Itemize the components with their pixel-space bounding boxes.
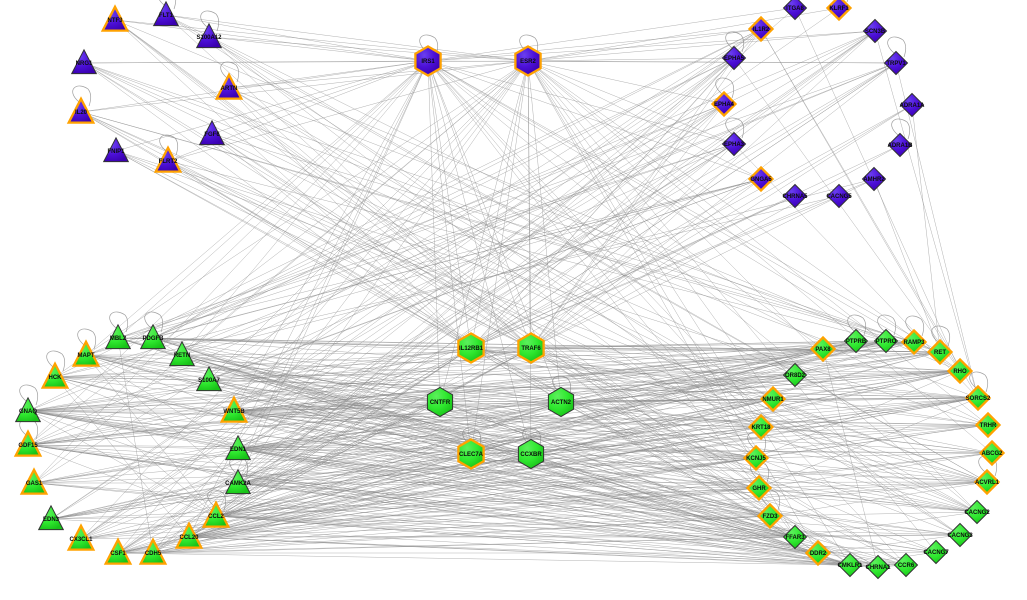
svg-text:NMUR1: NMUR1 [762,397,784,403]
svg-text:CMKLR1: CMKLR1 [838,563,864,569]
svg-text:ESR2: ESR2 [520,59,536,65]
svg-text:CCL20: CCL20 [179,535,199,541]
svg-text:ABCG2: ABCG2 [981,451,1003,457]
svg-text:SORCS2: SORCS2 [966,396,991,402]
svg-text:CDH5: CDH5 [145,551,162,557]
svg-text:CACNG3: CACNG3 [947,533,973,539]
svg-text:CACNG5: CACNG5 [826,194,852,200]
svg-text:ADRA1A: ADRA1A [899,103,925,109]
svg-text:PTPRB: PTPRB [846,339,867,345]
svg-text:KCNJ5: KCNJ5 [746,456,766,462]
svg-text:KRT18: KRT18 [751,425,771,431]
svg-text:PTPRO: PTPRO [876,339,897,345]
svg-text:ACVRL1: ACVRL1 [975,480,1000,486]
svg-text:EDN1: EDN1 [230,447,247,453]
svg-text:S100A7: S100A7 [198,378,220,384]
svg-text:DDR2: DDR2 [810,551,827,557]
svg-text:GAS1: GAS1 [26,481,43,487]
svg-text:IL20: IL20 [75,110,88,116]
svg-text:IL12RB1: IL12RB1 [459,346,484,352]
svg-text:MAPT: MAPT [78,353,95,359]
svg-text:OR8D2: OR8D2 [785,373,806,379]
svg-text:ARTN: ARTN [221,86,238,92]
svg-text:ITGA8: ITGA8 [786,6,804,12]
svg-text:PAX8: PAX8 [815,347,831,353]
svg-text:MBL2: MBL2 [110,336,127,342]
svg-text:IRS1: IRS1 [421,59,435,65]
svg-text:S100A12: S100A12 [196,35,222,41]
svg-text:AMHR2: AMHR2 [863,177,885,183]
svg-text:CX3CL1: CX3CL1 [69,537,93,543]
svg-text:TRAF6: TRAF6 [521,346,541,352]
svg-text:RHO: RHO [953,369,967,375]
svg-text:RETN: RETN [174,353,190,359]
svg-text:FFAR3: FFAR3 [785,535,805,541]
svg-text:CSF1: CSF1 [110,551,126,557]
svg-text:CHRNA1: CHRNA1 [865,565,891,571]
svg-text:CACNG7: CACNG7 [923,550,949,556]
svg-text:FGF6: FGF6 [204,132,220,138]
svg-text:SCN3B: SCN3B [865,29,886,35]
svg-text:RAMP3: RAMP3 [903,340,925,346]
svg-text:KLRF1: KLRF1 [829,6,849,12]
svg-text:GNGA5: GNGA5 [750,177,772,183]
svg-text:FZD3: FZD3 [763,514,779,520]
svg-text:FNIP1: FNIP1 [107,149,125,155]
svg-text:ADRA1B: ADRA1B [887,143,913,149]
svg-text:GHR: GHR [752,486,766,492]
svg-text:HCK: HCK [49,375,63,381]
svg-text:CCXBR: CCXBR [520,452,542,458]
svg-text:CACNG2: CACNG2 [964,510,990,516]
svg-text:ACTN2: ACTN2 [551,400,572,406]
svg-text:TRHR: TRHR [980,423,997,429]
svg-text:RET: RET [934,350,946,356]
svg-text:TRPV1: TRPV1 [886,61,906,67]
svg-text:NTF3: NTF3 [108,18,124,24]
svg-text:WNT5B: WNT5B [223,409,245,415]
svg-text:CHRNA5: CHRNA5 [782,194,808,200]
svg-text:GDF15: GDF15 [18,443,38,449]
svg-text:CNTFR: CNTFR [430,400,451,406]
svg-text:FLRT2: FLRT2 [159,159,178,165]
svg-text:IL1R2: IL1R2 [753,27,770,33]
svg-text:EPHA3: EPHA3 [724,142,745,148]
svg-text:NRG1: NRG1 [76,61,93,67]
svg-text:FLT1: FLT1 [159,13,174,19]
svg-text:GNAQ: GNAQ [19,409,37,415]
svg-text:CAMK2A: CAMK2A [225,481,251,487]
svg-text:PDGFB: PDGFB [143,336,165,342]
svg-text:CCR6: CCR6 [898,563,915,569]
svg-text:EDN3: EDN3 [43,517,60,523]
svg-text:EPHA4: EPHA4 [714,102,735,108]
svg-text:CCL2: CCL2 [208,514,224,520]
svg-text:EPHA5: EPHA5 [724,56,745,62]
svg-text:CLEC7A: CLEC7A [459,452,484,458]
